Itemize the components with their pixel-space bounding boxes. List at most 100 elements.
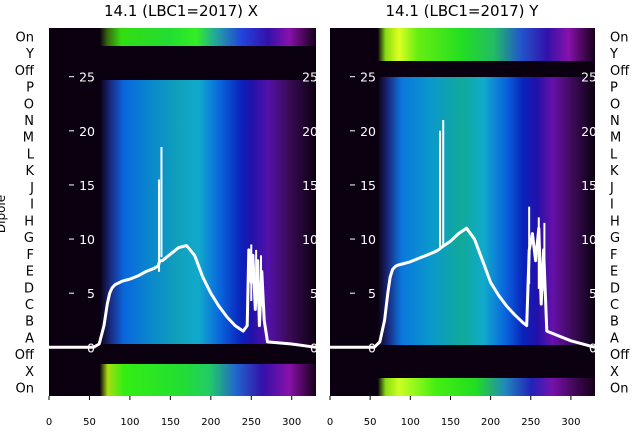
panel-x-heatmap <box>49 28 316 396</box>
panel-y-xtick-label: 50 <box>364 417 377 428</box>
row-label-left: D <box>24 281 34 296</box>
row-label-right: F <box>610 248 617 263</box>
ylabel-dipole: Dipole <box>0 195 8 233</box>
panel-y-band-top <box>330 28 595 61</box>
row-label-right: C <box>610 298 619 313</box>
row-label-left: P <box>26 81 34 96</box>
row-label-left: F <box>27 248 34 263</box>
panel-x-inner-tick-label-right: 25 <box>302 70 318 85</box>
panel-x-inner-tick-label: 25 <box>79 70 95 85</box>
panel-x-xtick-label: 150 <box>161 417 180 428</box>
panel-y-band-mid <box>330 77 595 345</box>
panel-y-xtick-label: 100 <box>401 417 420 428</box>
panel-x-inner-tick-label-right: 10 <box>302 232 318 247</box>
row-label-right: L <box>610 147 618 162</box>
row-label-left: L <box>27 147 35 162</box>
row-label-right: J <box>609 181 614 196</box>
row-label-left: On <box>16 382 34 397</box>
panel-x-band-mid <box>49 80 316 344</box>
row-label-left: O <box>24 97 34 112</box>
row-label-right: E <box>610 265 618 280</box>
panel-y-inner-tick-label-right: 20 <box>581 124 597 139</box>
panel-y-inner-tick-label: 20 <box>360 124 376 139</box>
row-label-right: Off <box>610 348 630 363</box>
row-label-left: A <box>25 331 34 346</box>
row-label-right: X <box>610 365 619 380</box>
panel-x-inner-tick-label: 5 <box>87 286 95 301</box>
row-label-left: G <box>24 231 34 246</box>
row-label-right: D <box>610 281 620 296</box>
panel-x-inner-tick-label: 15 <box>79 178 95 193</box>
row-label-left: J <box>29 181 34 196</box>
panel-x-inner-tick-label: 10 <box>79 232 95 247</box>
panel-x-band-bottom <box>49 364 316 396</box>
row-label-left: Off <box>15 64 35 79</box>
panel-y-inner-tick-label-right: 25 <box>581 70 597 85</box>
panel-y-inner-tick-label: 25 <box>360 70 376 85</box>
row-label-right: Y <box>609 47 618 62</box>
panel-y-inner-tick-label-right: 10 <box>581 232 597 247</box>
row-label-left: B <box>25 315 34 330</box>
row-label-left: E <box>26 265 34 280</box>
panel-y-band-bottom <box>330 378 595 396</box>
panel-x-inner-tick-label: 20 <box>79 124 95 139</box>
panel-x-title: 14.1 (LBC1=2017) X <box>104 2 258 20</box>
row-label-left: M <box>23 131 34 146</box>
row-label-left: On <box>16 30 34 45</box>
row-label-left: C <box>25 298 34 313</box>
panel-x-xtick-label: 200 <box>201 417 220 428</box>
panel-y-inner-tick-label: 5 <box>368 286 376 301</box>
row-label-left: N <box>24 114 34 129</box>
panel-x-xaxis: 0 50 100 150 200 250 300 <box>46 396 301 428</box>
row-label-left: X <box>25 365 34 380</box>
row-label-right: N <box>610 114 620 129</box>
panel-y-band-dark-top <box>330 61 595 77</box>
panel-x-inner-tick-label-right: 15 <box>302 178 318 193</box>
panel-y-xtick-label: 200 <box>481 417 500 428</box>
panel-y-xtick-label: 300 <box>561 417 580 428</box>
panel-y-inner-tick-label: 15 <box>360 178 376 193</box>
panel-y-title: 14.1 (LBC1=2017) Y <box>386 2 540 20</box>
panel-y-xaxis: 0 50 100 150 200 250 300 <box>327 396 580 428</box>
row-label-left: Y <box>25 47 34 62</box>
panel-y-band-dark-bottom <box>330 345 595 378</box>
row-label-right: B <box>610 315 619 330</box>
row-label-right: H <box>610 214 620 229</box>
panel-x-inner-tick-label-right: 20 <box>302 124 318 139</box>
panel-x-xtick-label: 100 <box>120 417 139 428</box>
row-label-left: I <box>30 198 34 213</box>
row-label-right: I <box>610 198 614 213</box>
row-label-right: On <box>610 30 628 45</box>
row-label-right: M <box>610 131 621 146</box>
panel-x-overlay-line <box>49 244 317 349</box>
panel-x-band-dark-top <box>49 46 316 80</box>
panel-y-xtick-label: 250 <box>521 417 540 428</box>
row-label-left: K <box>25 164 34 179</box>
row-label-left: Off <box>15 348 35 363</box>
panel-y-inner-tick-label: 10 <box>360 232 376 247</box>
row-label-right: G <box>610 231 620 246</box>
panel-y-xtick-label: 150 <box>441 417 460 428</box>
row-label-right: K <box>610 164 619 179</box>
panel-y-heatmap <box>330 28 595 396</box>
panel-y-inner-tick-label-right: 15 <box>581 178 597 193</box>
panel-x-xtick-label: 250 <box>242 417 261 428</box>
row-label-right: A <box>610 331 619 346</box>
row-label-right: P <box>610 81 618 96</box>
row-label-right: O <box>610 97 620 112</box>
panel-y-xtick-label: 0 <box>327 417 333 428</box>
row-label-right: Off <box>610 64 630 79</box>
panel-x-band-top <box>49 28 316 46</box>
panel-x-band-dark-bottom <box>49 344 316 364</box>
panel-x-xtick-label: 50 <box>83 417 96 428</box>
panel-x-xtick-label: 0 <box>46 417 52 428</box>
panel-x-xtick-label: 300 <box>282 417 301 428</box>
panel-y-overlay-line <box>330 226 596 349</box>
panel-y-inner-tick-label-right: 5 <box>589 286 597 301</box>
row-label-left: H <box>24 214 34 229</box>
panel-x-inner-tick-label-right: 5 <box>310 286 318 301</box>
